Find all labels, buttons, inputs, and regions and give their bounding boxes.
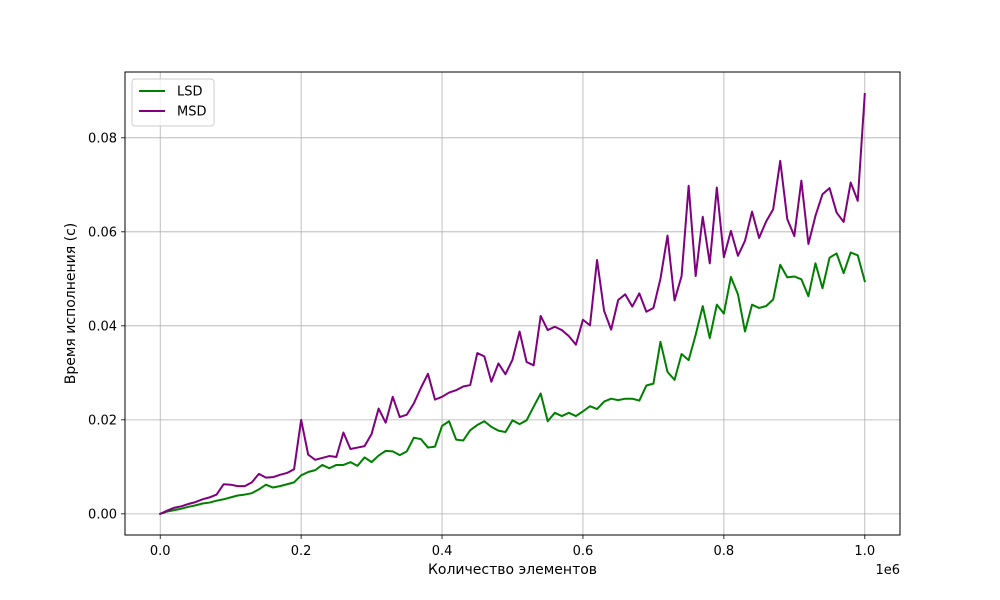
- plot-frame: [124, 71, 901, 536]
- series-layer: [158, 93, 866, 516]
- series-line-msd: [158, 93, 866, 516]
- x-axis: 0.0 0.2 0.4 0.6 0.8 1.0: [150, 535, 875, 559]
- y-tick-label: 0.08: [88, 131, 117, 146]
- x-tick-label: 0.0: [150, 544, 171, 559]
- x-tick-label: 0.4: [432, 544, 453, 559]
- x-axis-offset-label: 1e6: [875, 563, 900, 578]
- legend: LSD MSD: [131, 78, 215, 127]
- y-tick-label: 0.00: [88, 507, 117, 522]
- x-tick-label: 0.8: [714, 544, 735, 559]
- x-tick-label: 1.0: [854, 544, 875, 559]
- legend-label-lsd: LSD: [177, 85, 203, 100]
- x-tick-label: 0.6: [573, 544, 594, 559]
- y-axis-label: Время исполнения (с): [63, 223, 79, 385]
- y-tick-label: 0.04: [88, 319, 117, 334]
- legend-label-msd: MSD: [177, 105, 206, 120]
- grid: [125, 72, 900, 535]
- x-axis-label: Количество элементов: [428, 562, 597, 578]
- y-tick-label: 0.02: [88, 413, 117, 428]
- x-tick-label: 0.2: [291, 544, 312, 559]
- y-axis: 0.00 0.02 0.04 0.06 0.08: [88, 131, 125, 522]
- series-line-lsd: [158, 251, 866, 516]
- y-tick-label: 0.06: [88, 225, 117, 240]
